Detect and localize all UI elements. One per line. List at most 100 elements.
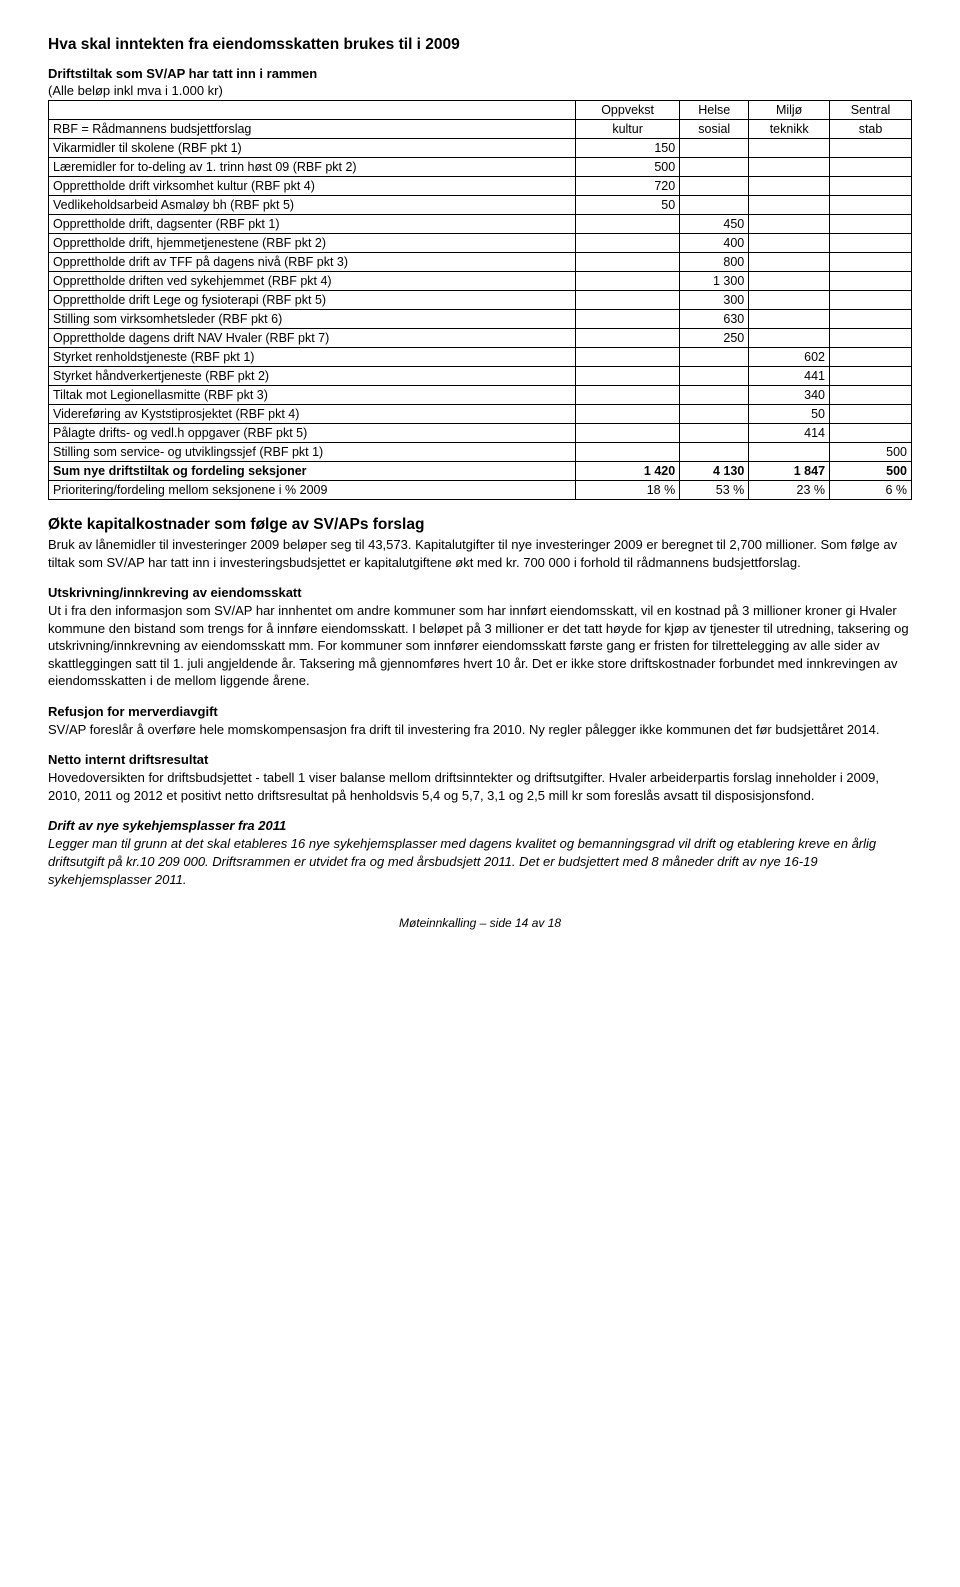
table-row: Opprettholde drift, hjemmetjenestene (RB…: [49, 234, 912, 253]
drift-subtitle: Driftstiltak som SV/AP har tatt inn i ra…: [48, 66, 912, 81]
row-value: [680, 196, 749, 215]
row-value: [749, 272, 830, 291]
row-label: Tiltak mot Legionellasmitte (RBF pkt 3): [49, 386, 576, 405]
row-label: Opprettholde drift av TFF på dagens nivå…: [49, 253, 576, 272]
row-value: [830, 158, 912, 177]
prio-c4: 6 %: [830, 481, 912, 500]
row-label: Videreføring av Kyststiprosjektet (RBF p…: [49, 405, 576, 424]
header-blank: [49, 101, 576, 120]
row-value: 450: [680, 215, 749, 234]
sum-c4: 500: [830, 462, 912, 481]
row-value: [576, 253, 680, 272]
table-row: Videreføring av Kyststiprosjektet (RBF p…: [49, 405, 912, 424]
row-value: [749, 310, 830, 329]
section-netto-body: Hovedoversikten for driftsbudsjettet - t…: [48, 769, 912, 804]
row-value: [830, 348, 912, 367]
section-netto-head: Netto internt driftsresultat: [48, 752, 912, 767]
table-row: Styrket renholdstjeneste (RBF pkt 1)602: [49, 348, 912, 367]
header-oppvekst: Oppvekst: [576, 101, 680, 120]
row-value: [830, 272, 912, 291]
header-helse: Helse: [680, 101, 749, 120]
table-sum-row: Sum nye driftstiltak og fordeling seksjo…: [49, 462, 912, 481]
row-value: 500: [830, 443, 912, 462]
row-value: 250: [680, 329, 749, 348]
section-refusjon-body: SV/AP foreslår å overføre hele momskompe…: [48, 721, 912, 739]
header-stab: stab: [830, 120, 912, 139]
header-sosial: sosial: [680, 120, 749, 139]
page-footer: Møteinnkalling – side 14 av 18: [48, 916, 912, 930]
sum-label: Sum nye driftstiltak og fordeling seksjo…: [49, 462, 576, 481]
sum-c3: 1 847: [749, 462, 830, 481]
prio-c1: 18 %: [576, 481, 680, 500]
sum-c2: 4 130: [680, 462, 749, 481]
row-value: 300: [680, 291, 749, 310]
header-kultur: kultur: [576, 120, 680, 139]
row-value: [749, 234, 830, 253]
table-row: Opprettholde drift av TFF på dagens nivå…: [49, 253, 912, 272]
header-rbf: RBF = Rådmannens budsjettforslag: [49, 120, 576, 139]
row-value: [680, 424, 749, 443]
row-value: 50: [749, 405, 830, 424]
row-value: [680, 405, 749, 424]
row-value: [830, 139, 912, 158]
row-value: [576, 215, 680, 234]
row-value: 720: [576, 177, 680, 196]
row-value: 150: [576, 139, 680, 158]
table-row: Stilling som virksomhetsleder (RBF pkt 6…: [49, 310, 912, 329]
row-value: 340: [749, 386, 830, 405]
table-prio-row: Prioritering/fordeling mellom seksjonene…: [49, 481, 912, 500]
row-value: 414: [749, 424, 830, 443]
row-value: 400: [680, 234, 749, 253]
row-value: [749, 329, 830, 348]
prio-c3: 23 %: [749, 481, 830, 500]
row-value: [749, 215, 830, 234]
table-row: Opprettholde drift virksomhet kultur (RB…: [49, 177, 912, 196]
row-value: [749, 139, 830, 158]
table-row: Læremidler for to-deling av 1. trinn høs…: [49, 158, 912, 177]
header-sentral: Sentral: [830, 101, 912, 120]
row-value: [680, 367, 749, 386]
row-value: [830, 405, 912, 424]
table-row: Vikarmidler til skolene (RBF pkt 1)150: [49, 139, 912, 158]
row-value: 602: [749, 348, 830, 367]
row-label: Vikarmidler til skolene (RBF pkt 1): [49, 139, 576, 158]
row-value: [830, 177, 912, 196]
table-row: Styrket håndverkertjeneste (RBF pkt 2)44…: [49, 367, 912, 386]
table-row: Tiltak mot Legionellasmitte (RBF pkt 3) 3…: [49, 386, 912, 405]
row-value: [680, 158, 749, 177]
row-value: [576, 272, 680, 291]
table-header-row-1: Oppvekst Helse Miljø Sentral: [49, 101, 912, 120]
table-row: Vedlikeholdsarbeid Asmaløy bh (RBF pkt 5…: [49, 196, 912, 215]
row-label: Stilling som service- og utviklingssjef …: [49, 443, 576, 462]
section-kapitalkostnader-head: Økte kapitalkostnader som følge av SV/AP…: [48, 516, 912, 534]
row-label: Opprettholde driften ved sykehjemmet (RB…: [49, 272, 576, 291]
row-value: [830, 310, 912, 329]
row-label: Opprettholde drift Lege og fysioterapi (…: [49, 291, 576, 310]
row-label: Læremidler for to-deling av 1. trinn høs…: [49, 158, 576, 177]
row-value: [830, 386, 912, 405]
row-value: [830, 215, 912, 234]
table-row: Opprettholde drift Lege og fysioterapi (…: [49, 291, 912, 310]
row-value: [576, 367, 680, 386]
row-value: [576, 386, 680, 405]
section-sykehjem-body: Legger man til grunn at det skal etabler…: [48, 835, 912, 888]
row-value: 441: [749, 367, 830, 386]
section-kapitalkostnader-body: Bruk av lånemidler til investeringer 200…: [48, 536, 912, 571]
section-refusjon-head: Refusjon for merverdiavgift: [48, 704, 912, 719]
row-value: [576, 291, 680, 310]
row-label: Opprettholde dagens drift NAV Hvaler (RB…: [49, 329, 576, 348]
row-value: [576, 348, 680, 367]
row-value: [830, 424, 912, 443]
row-label: Pålagte drifts- og vedl.h oppgaver (RBF …: [49, 424, 576, 443]
row-value: 630: [680, 310, 749, 329]
row-value: [749, 158, 830, 177]
section-utskrivning-body: Ut i fra den informasjon som SV/AP har i…: [48, 602, 912, 690]
row-value: [576, 424, 680, 443]
row-value: [680, 443, 749, 462]
prio-label: Prioritering/fordeling mellom seksjonene…: [49, 481, 576, 500]
row-value: [749, 196, 830, 215]
page-title: Hva skal inntekten fra eiendomsskatten b…: [48, 36, 912, 54]
table-row: Pålagte drifts- og vedl.h oppgaver (RBF …: [49, 424, 912, 443]
row-value: 500: [576, 158, 680, 177]
table-row: Opprettholde driften ved sykehjemmet (RB…: [49, 272, 912, 291]
